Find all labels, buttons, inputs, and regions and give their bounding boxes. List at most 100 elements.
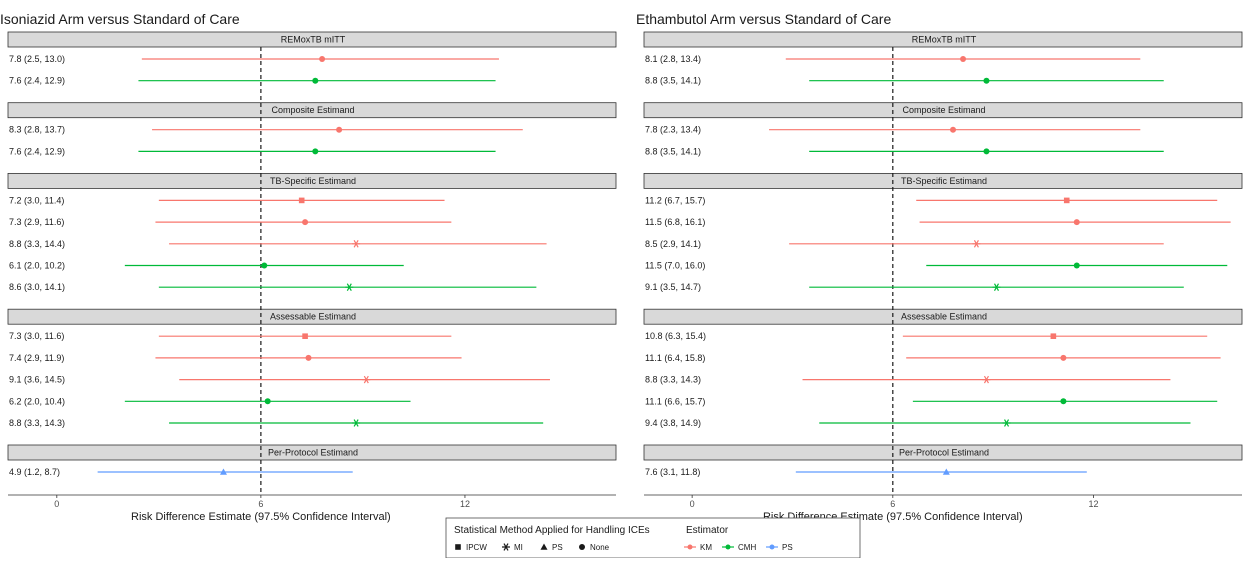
point-estimate [319, 56, 326, 62]
x-tick-label: 6 [258, 499, 263, 509]
point-estimate [312, 77, 319, 84]
panel-title: Isoniazid Arm versus Standard of Care [0, 11, 240, 27]
facet-strip-label: Composite Estimand [902, 105, 985, 115]
estimate-label: 6.2 (2.0, 10.4) [9, 396, 65, 406]
point-estimate [1002, 419, 1011, 427]
facet-strip [7, 102, 617, 119]
estimate-label: 8.8 (3.3, 14.4) [9, 239, 65, 249]
estimate-label: 8.8 (3.5, 14.1) [645, 76, 701, 86]
x-tick-label: 12 [460, 499, 470, 509]
facet-strip [643, 308, 1243, 325]
point-estimate [983, 148, 990, 155]
point-estimate [352, 240, 361, 248]
point-estimate [960, 56, 967, 62]
legend-estimator-label: PS [782, 543, 793, 552]
estimate-label: 7.6 (2.4, 12.9) [9, 76, 65, 86]
estimate-label: 8.3 (2.8, 13.7) [9, 125, 65, 135]
estimate-label: 8.8 (3.3, 14.3) [645, 375, 701, 385]
estimate-label: 11.1 (6.6, 15.7) [645, 396, 705, 406]
point-estimate [302, 219, 309, 226]
point-estimate [992, 283, 1001, 291]
facet-strip [7, 172, 617, 189]
legend-estimator-title: Estimator [686, 525, 729, 536]
legend-estimator-dot [687, 544, 693, 550]
facet-strip-label: Assessable Estimand [901, 312, 987, 322]
estimate-label: 9.1 (3.5, 14.7) [645, 282, 701, 292]
point-estimate [345, 283, 354, 291]
facet-strip [643, 31, 1243, 48]
legend-method-key [455, 544, 461, 550]
legend-estimator-label: CMH [738, 543, 756, 552]
estimate-label: 10.8 (6.3, 15.4) [645, 331, 706, 341]
point-estimate [1050, 333, 1057, 339]
point-estimate [972, 240, 981, 248]
legend-method-key [579, 544, 585, 550]
point-estimate [352, 419, 361, 427]
point-estimate [1060, 354, 1067, 361]
x-tick-label: 0 [690, 499, 695, 509]
point-estimate [264, 398, 271, 405]
estimate-label: 7.2 (3.0, 11.4) [9, 195, 64, 205]
point-estimate [298, 197, 305, 204]
panel-title: Ethambutol Arm versus Standard of Care [636, 11, 891, 27]
estimate-label: 8.5 (2.9, 14.1) [645, 239, 701, 249]
x-tick-label: 6 [890, 499, 895, 509]
estimate-label: 11.5 (7.0, 16.0) [645, 261, 705, 271]
point-estimate [362, 375, 371, 384]
estimate-label: 7.4 (2.9, 11.9) [9, 353, 64, 363]
estimate-label: 9.1 (3.6, 14.5) [9, 375, 65, 385]
facet-strip-label: Composite Estimand [271, 105, 354, 115]
estimate-label: 11.2 (6.7, 15.7) [645, 195, 705, 205]
estimate-label: 7.6 (2.4, 12.9) [9, 146, 65, 156]
facet-strip-label: Assessable Estimand [270, 312, 356, 322]
estimate-label: 7.3 (2.9, 11.6) [9, 217, 64, 227]
estimate-label: 8.8 (3.5, 14.1) [645, 146, 701, 156]
point-estimate [1073, 262, 1080, 269]
point-estimate [1063, 197, 1070, 204]
estimate-label: 11.5 (6.8, 16.1) [645, 217, 705, 227]
facet-strip-label: TB-Specific Estimand [901, 176, 987, 186]
legend-method-label: None [590, 543, 610, 552]
estimate-label: 7.3 (3.0, 11.6) [9, 331, 64, 341]
x-axis-title: Risk Difference Estimate (97.5% Confiden… [131, 511, 391, 523]
legend-method-label: IPCW [466, 543, 487, 552]
estimate-label: 9.4 (3.8, 14.9) [645, 418, 701, 428]
x-tick-label: 0 [54, 499, 59, 509]
estimate-label: 6.1 (2.0, 10.2) [9, 261, 65, 271]
facet-strip-label: TB-Specific Estimand [270, 176, 356, 186]
facet-strip [7, 308, 617, 325]
legend-estimator-label: KM [700, 543, 712, 552]
point-estimate [942, 468, 950, 475]
estimate-label: 8.8 (3.3, 14.3) [9, 418, 65, 428]
legend-method-key [540, 543, 548, 550]
estimate-label: 8.1 (2.8, 13.4) [645, 54, 701, 64]
point-estimate [950, 126, 957, 133]
point-estimate [1073, 219, 1080, 226]
facet-strip [643, 444, 1243, 461]
point-estimate [312, 148, 319, 155]
point-estimate [1060, 398, 1067, 405]
legend-estimator-dot [725, 544, 731, 550]
facet-strip [643, 172, 1243, 189]
estimate-label: 7.8 (2.5, 13.0) [9, 54, 65, 64]
estimate-label: 7.8 (2.3, 13.4) [645, 125, 701, 135]
facet-strip [7, 31, 617, 48]
point-estimate [302, 333, 308, 339]
legend-method-label: MI [514, 543, 523, 552]
facet-strip-label: REMoxTB mITT [281, 35, 346, 45]
x-tick-label: 12 [1088, 499, 1098, 509]
legend-method-title: Statistical Method Applied for Handling … [454, 525, 650, 536]
estimate-label: 4.9 (1.2, 8.7) [9, 467, 60, 477]
point-estimate [219, 468, 227, 475]
facet-strip [7, 444, 617, 461]
facet-strip-label: REMoxTB mITT [912, 35, 977, 45]
estimate-label: 11.1 (6.4, 15.8) [645, 353, 705, 363]
legend-method-label: PS [552, 543, 563, 552]
point-estimate [261, 262, 268, 269]
facet-strip-label: Per-Protocol Estimand [268, 448, 358, 458]
facet-strip-label: Per-Protocol Estimand [899, 448, 989, 458]
legend-box [445, 517, 861, 559]
estimate-label: 7.6 (3.1, 11.8) [645, 467, 700, 477]
